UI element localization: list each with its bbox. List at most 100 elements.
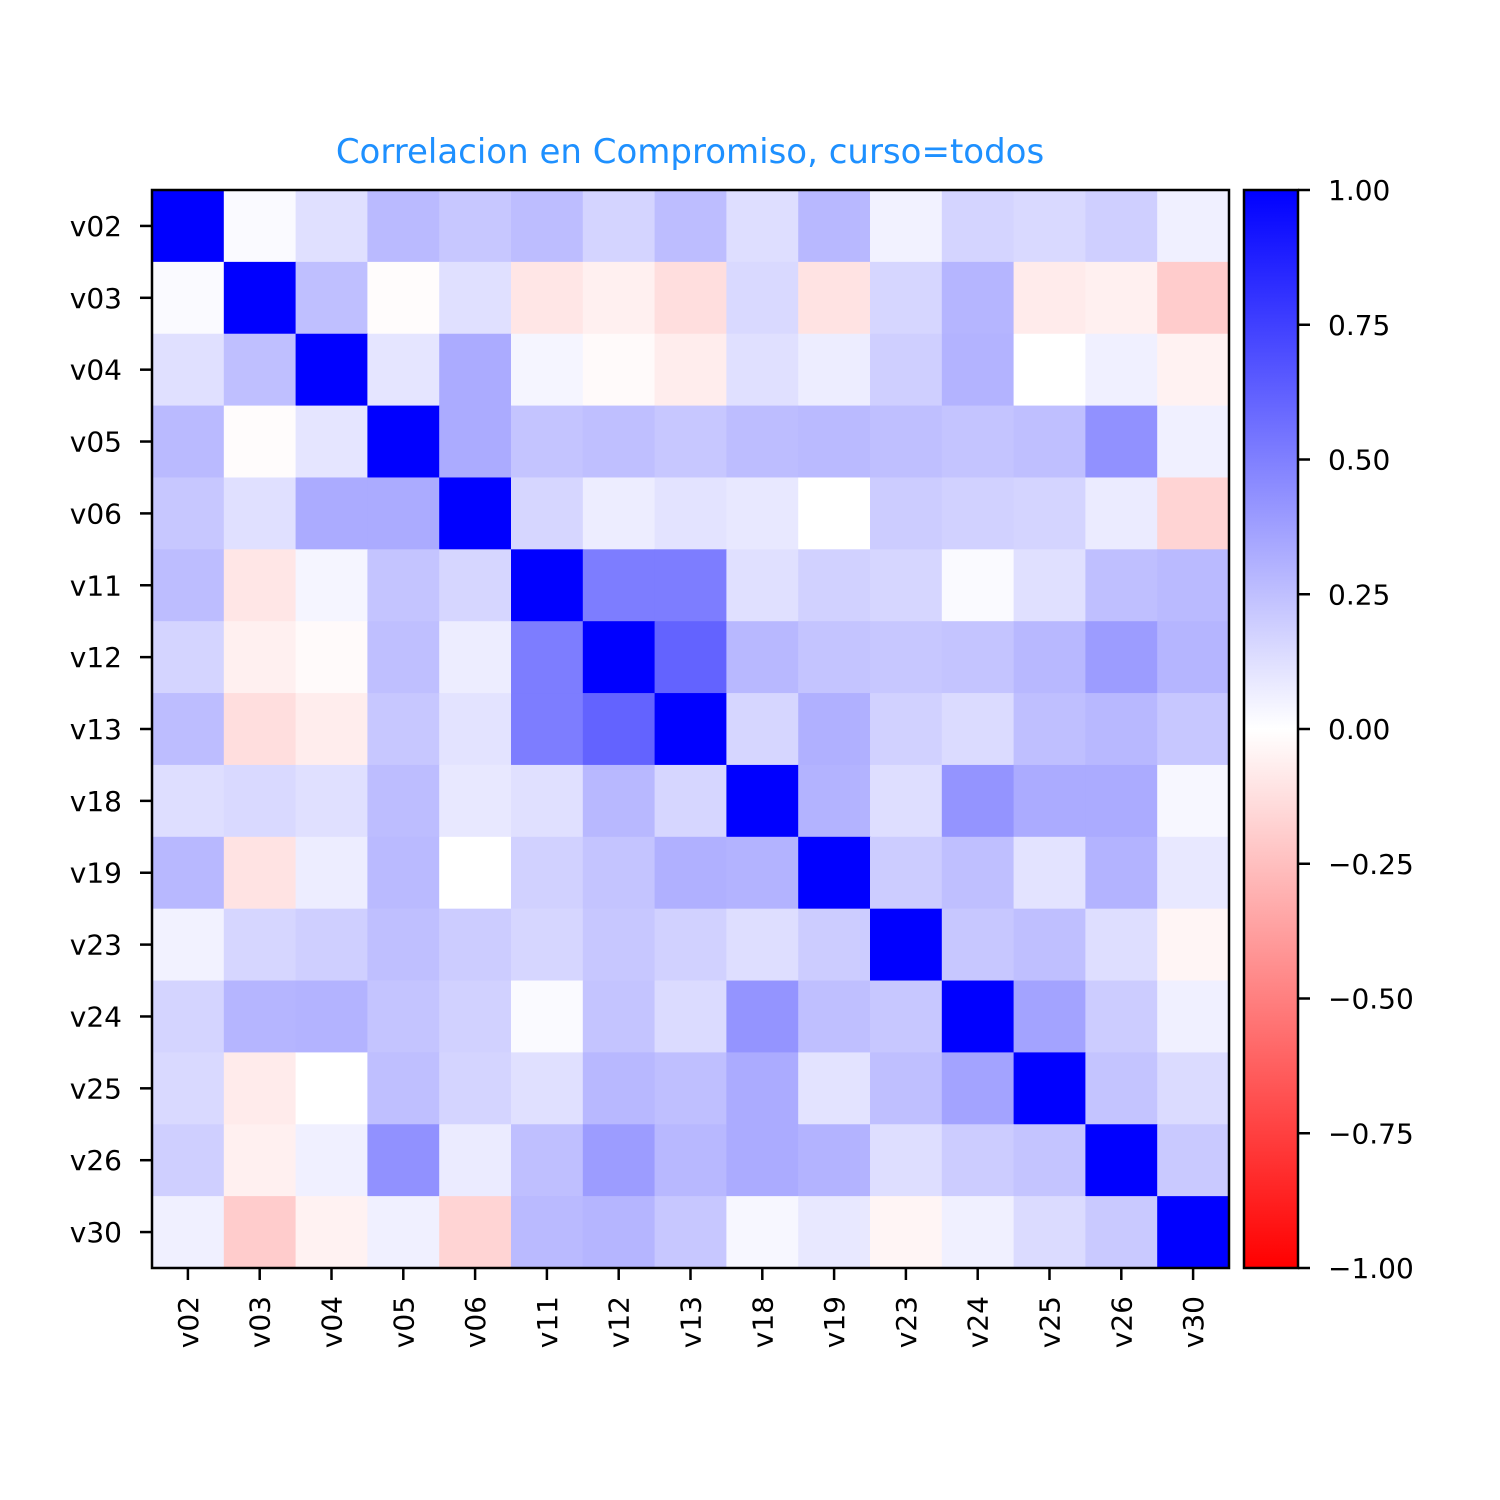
x-tick-label: v04 [316,1296,349,1348]
heatmap-cell-v18-v23 [870,764,943,838]
heatmap-cell-v19-v24 [941,836,1015,910]
heatmap-cell-v06-v19 [798,477,871,550]
heatmap-cell-v06-v30 [1157,477,1230,550]
heatmap-cell-v03-v04 [295,261,368,335]
heatmap-cell-v18-v02 [152,764,225,838]
heatmap-cell-v05-v30 [1157,405,1230,479]
heatmap-cell-v19-v19 [798,836,871,910]
heatmap-cell-v23-v11 [511,908,584,982]
y-tick-label: v23 [70,929,122,962]
heatmap-cell-v23-v25 [1013,908,1086,982]
heatmap-cell-v24-v19 [798,980,871,1053]
heatmap-cell-v25-v24 [941,1052,1015,1125]
heatmap-cell-v30-v04 [295,1196,368,1269]
heatmap-cell-v30-v06 [439,1196,512,1269]
y-tick-label: v11 [70,569,122,602]
heatmap-cell-v12-v02 [152,621,225,694]
heatmap-cell-v12-v11 [511,621,584,694]
y-tick-label: v26 [70,1144,122,1177]
heatmap-cell-v18-v18 [726,764,799,838]
heatmap-cell-v18-v19 [798,764,871,838]
x-tick-label: v12 [603,1296,636,1348]
heatmap-cell-v19-v18 [726,836,799,910]
y-tick-label: v12 [70,641,122,674]
heatmap-cell-v02-v19 [798,190,871,263]
heatmap-cell-v12-v12 [582,621,656,694]
heatmap-cell-v03-v13 [654,261,727,335]
heatmap-cell-v18-v06 [439,764,512,838]
colorbar-tick-label: −0.25 [1328,848,1414,881]
heatmap-cell-v18-v12 [582,764,656,838]
heatmap-cell-v23-v04 [295,908,368,982]
heatmap-cell-v06-v12 [582,477,656,550]
y-tick-label: v25 [70,1072,122,1105]
y-tick-label: v06 [70,497,122,530]
heatmap-cell-v12-v30 [1157,621,1230,694]
heatmap-cell-v26-v05 [367,1124,440,1197]
heatmap-cell-v12-v05 [367,621,440,694]
heatmap-cell-v11-v13 [654,549,727,622]
heatmap-cell-v02-v12 [582,190,656,263]
x-tick-label: v18 [746,1296,779,1348]
heatmap-cell-v13-v02 [152,693,225,766]
heatmap-cell-v05-v24 [941,405,1015,479]
heatmap-cell-v25-v02 [152,1052,225,1125]
heatmap-cell-v24-v23 [870,980,943,1053]
heatmap-cell-v24-v25 [1013,980,1086,1053]
heatmap-cell-v19-v25 [1013,836,1086,910]
heatmap-cell-v13-v13 [654,693,727,766]
heatmap-cell-v26-v13 [654,1124,727,1197]
x-axis-ticks: v02 v03 v04 v05 v06 v11 v12 v13 v18 v19 v23 v24 v25 v… [172,1268,1210,1348]
heatmap-cell-v19-v11 [511,836,584,910]
heatmap-cell-v11-v23 [870,549,943,622]
heatmap-cell-v05-v19 [798,405,871,479]
heatmap-cell-v24-v12 [582,980,656,1053]
heatmap-cell-v03-v05 [367,261,440,335]
heatmap-cell-v23-v06 [439,908,512,982]
heatmap-cell-v30-v19 [798,1196,871,1269]
heatmap-cell-v03-v12 [582,261,656,335]
heatmap-cell-v06-v26 [1085,477,1158,550]
heatmap-cell-v11-v30 [1157,549,1230,622]
heatmap-cell-v13-v26 [1085,693,1158,766]
heatmap-cell-v26-v04 [295,1124,368,1197]
y-axis-ticks: v02 v03 v04 v05 v06 v11 v12 v13 v18 v19 v23 v24 v25 v… [70,210,152,1249]
heatmap-cell-v11-v11 [511,549,584,622]
heatmap-cell-v02-v05 [367,190,440,263]
x-tick-label: v26 [1105,1296,1138,1348]
heatmap-cell-v11-v18 [726,549,799,622]
y-tick-label: v02 [70,210,122,243]
heatmap-cell-v13-v03 [223,693,297,766]
heatmap-cell-v23-v30 [1157,908,1230,982]
heatmap-cell-v06-v02 [152,477,225,550]
heatmap-cell-v30-v26 [1085,1196,1158,1269]
heatmap-cell-v25-v18 [726,1052,799,1125]
heatmap-cell-v24-v11 [511,980,584,1053]
x-tick-label: v03 [244,1296,277,1348]
heatmap-cell-v19-v30 [1157,836,1230,910]
heatmap-cell-v13-v23 [870,693,943,766]
colorbar-ticks: 1.00 0.75 0.50 0.25 0.00 −0.25 −0.50 −0.75 −1.00 [1298,174,1414,1285]
heatmap-cell-v06-v11 [511,477,584,550]
heatmap-cell-v24-v02 [152,980,225,1053]
x-tick-label: v05 [387,1296,420,1348]
heatmap-cell-v06-v25 [1013,477,1086,550]
heatmap-cell-v03-v02 [152,261,225,335]
chart-title: Correlacion en Compromiso, curso=todos [336,132,1044,172]
heatmap-cell-v25-v11 [511,1052,584,1125]
heatmap-cell-v12-v18 [726,621,799,694]
heatmap-cell-v12-v03 [223,621,297,694]
heatmap-cell-v03-v25 [1013,261,1086,335]
heatmap-cell-v25-v25 [1013,1052,1086,1125]
heatmap-cell-v13-v19 [798,693,871,766]
heatmap-cell-v02-v26 [1085,190,1158,263]
heatmap-cell-v26-v30 [1157,1124,1230,1197]
heatmap-cell-v18-v03 [223,764,297,838]
x-tick-label: v19 [818,1296,851,1348]
heatmap-cell-v19-v12 [582,836,656,910]
heatmap-cell-v04-v02 [152,333,225,407]
heatmap-cell-v23-v19 [798,908,871,982]
x-tick-label: v24 [962,1296,995,1348]
heatmap-cell-v26-v02 [152,1124,225,1197]
